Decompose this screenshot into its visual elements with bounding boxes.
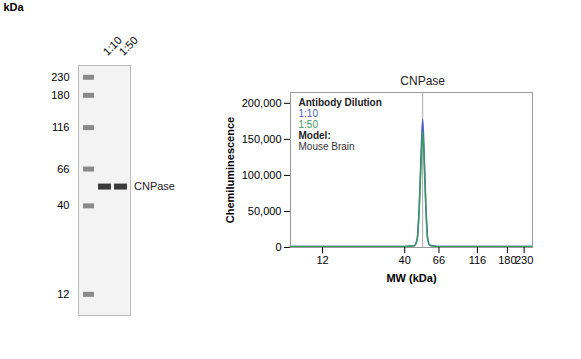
svg-text:Model:: Model: bbox=[299, 130, 331, 141]
svg-text:12: 12 bbox=[57, 288, 69, 300]
svg-text:40: 40 bbox=[57, 199, 69, 211]
svg-text:66: 66 bbox=[57, 163, 69, 175]
svg-text:1:10: 1:10 bbox=[299, 108, 319, 119]
svg-text:CNPase: CNPase bbox=[134, 180, 175, 192]
svg-text:0: 0 bbox=[275, 241, 281, 253]
svg-text:MW (kDa): MW (kDa) bbox=[386, 272, 436, 284]
svg-text:Chemiluminescence: Chemiluminescence bbox=[224, 117, 236, 223]
svg-text:1:10: 1:10 bbox=[100, 33, 125, 58]
svg-text:230: 230 bbox=[515, 254, 533, 266]
svg-text:40: 40 bbox=[399, 254, 411, 266]
svg-text:116: 116 bbox=[469, 254, 487, 266]
svg-text:230: 230 bbox=[51, 71, 69, 83]
svg-text:100,000: 100,000 bbox=[242, 169, 282, 181]
svg-text:180: 180 bbox=[51, 89, 69, 101]
svg-text:116: 116 bbox=[52, 121, 70, 133]
svg-text:CNPase: CNPase bbox=[400, 74, 445, 88]
svg-text:66: 66 bbox=[433, 254, 445, 266]
svg-text:1:50: 1:50 bbox=[299, 119, 319, 130]
svg-text:1:50: 1:50 bbox=[116, 34, 140, 58]
svg-text:kDa: kDa bbox=[4, 1, 25, 13]
svg-text:Antibody Dilution: Antibody Dilution bbox=[299, 97, 382, 108]
svg-text:150,000: 150,000 bbox=[242, 133, 282, 145]
svg-text:Mouse Brain: Mouse Brain bbox=[299, 141, 355, 152]
svg-text:200,000: 200,000 bbox=[242, 97, 282, 109]
svg-text:12: 12 bbox=[316, 254, 328, 266]
svg-text:180: 180 bbox=[498, 254, 516, 266]
svg-text:50,000: 50,000 bbox=[248, 205, 282, 217]
